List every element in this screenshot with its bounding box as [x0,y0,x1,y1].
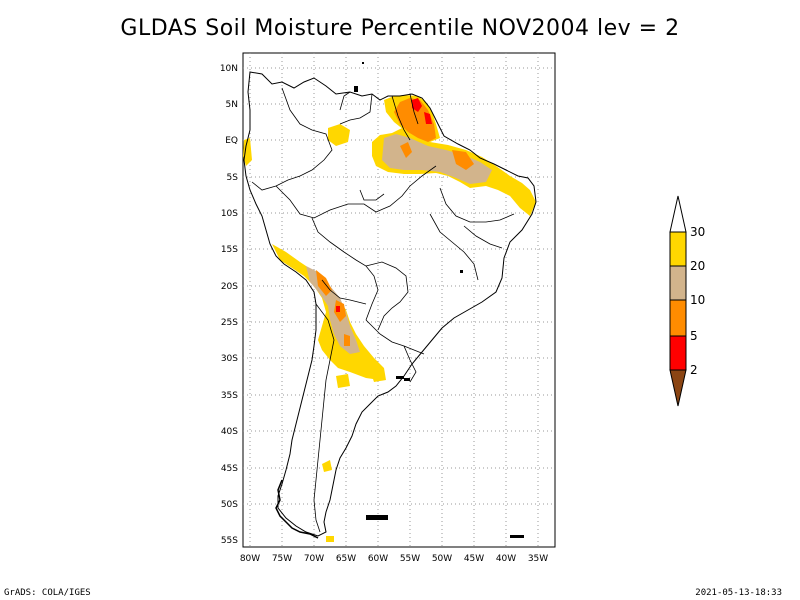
lon-label: 40W [496,554,516,564]
lat-label: 35S [221,391,238,401]
colorbar-top-arrow [669,195,687,233]
lat-label: 10N [220,64,238,74]
colorbar-bottom-arrow [669,369,687,407]
lon-label: 35W [528,554,548,564]
colorbar-label: 30 [690,225,705,239]
lon-label: 75W [272,554,292,564]
coastline [243,71,537,537]
longitude-labels: 80W 75W 70W 65W 60W 55W 50W 45W 40W 35W [240,554,548,564]
footer-timestamp: 2021-05-13-18:33 [695,588,782,598]
lat-label: 25S [221,318,238,328]
islands [354,62,524,538]
colorbar-label: 5 [690,329,698,343]
lat-label: 55S [221,536,238,546]
chile-fjords [275,479,319,539]
lon-label: 65W [336,554,356,564]
colorbar-swatch-2-5 [669,335,687,371]
colorbar-label: 10 [690,293,705,307]
lat-label: 40S [221,427,238,437]
colorbar-swatch-10-20 [669,265,687,301]
percentile-shading [243,95,536,542]
colorbar-label: 20 [690,259,705,273]
lat-label: 30S [221,354,238,364]
lat-label: 10S [221,209,238,219]
lon-label: 70W [304,554,324,564]
lon-label: 50W [432,554,452,564]
lat-label: 45S [221,464,238,474]
footer-credit: GrADS: COLA/IGES [4,588,91,598]
colorbar-labels: 30 20 10 5 2 [690,225,705,377]
colorbar-swatch-5-10 [669,299,687,337]
lon-label: 60W [368,554,388,564]
lon-label: 55W [400,554,420,564]
lat-label: 5S [227,173,239,183]
lon-label: 45W [464,554,484,564]
colorbar-swatch-20-30 [669,231,687,267]
map-title: GLDAS Soil Moisture Percentile NOV2004 l… [120,16,680,41]
lat-label: 50S [221,500,238,510]
map-frame [242,52,556,548]
latitude-labels: 10N 5N EQ 5S 10S 15S 20S 25S 30S 35S 40S… [220,64,238,546]
lat-label: EQ [225,136,238,146]
lon-label: 80W [240,554,260,564]
lat-label: 20S [221,282,238,292]
country-borders [251,87,515,533]
colorbar-label: 2 [690,363,698,377]
colorbar-legend [669,195,687,407]
lat-label: 5N [226,100,238,110]
lat-label: 15S [221,245,238,255]
